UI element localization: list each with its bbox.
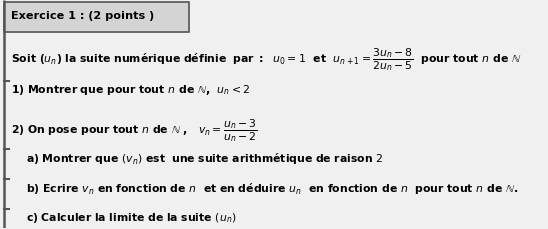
- Text: $\mathbf{a)\ Montrer\ que}$ $(v_n)$ $\mathbf{est\ \ une\ suite\ arithm\acute{e}t: $\mathbf{a)\ Montrer\ que}$ $(v_n)$ $\ma…: [26, 151, 383, 166]
- Text: $\mathbf{c)\ Calculer\ la\ limite\ de\ la\ suite}$ $(u_n)$: $\mathbf{c)\ Calculer\ la\ limite\ de\ l…: [26, 210, 236, 224]
- Text: $\mathbf{Soit}$ $\mathbf{(}$$u_n$$\mathbf{)}$ $\mathbf{la\ suite\ num\acute{e}ri: $\mathbf{Soit}$ $\mathbf{(}$$u_n$$\mathb…: [10, 46, 521, 73]
- Text: $\mathbf{2)\ On\ pose\ pour\ tout}$ $n$ $\mathbf{de}$ $\mathbb{N}$ ,   $v_n = \d: $\mathbf{2)\ On\ pose\ pour\ tout}$ $n$ …: [10, 117, 257, 144]
- Text: $\mathbf{1)\ Montrer\ que\ pour\ tout}$ $n$ $\mathbf{de}$ $\mathbb{N}$,  $u_n < : $\mathbf{1)\ Montrer\ que\ pour\ tout}$ …: [10, 83, 250, 96]
- Text: Exercice 1 : (2 points ): Exercice 1 : (2 points ): [10, 11, 154, 20]
- FancyBboxPatch shape: [4, 3, 189, 33]
- Text: $\mathbf{b)\ Ecrire}$ $v_n$ $\mathbf{en\ fonction\ de}$ $n$  $\mathbf{et\ en\ d\: $\mathbf{b)\ Ecrire}$ $v_n$ $\mathbf{en\…: [26, 181, 518, 196]
